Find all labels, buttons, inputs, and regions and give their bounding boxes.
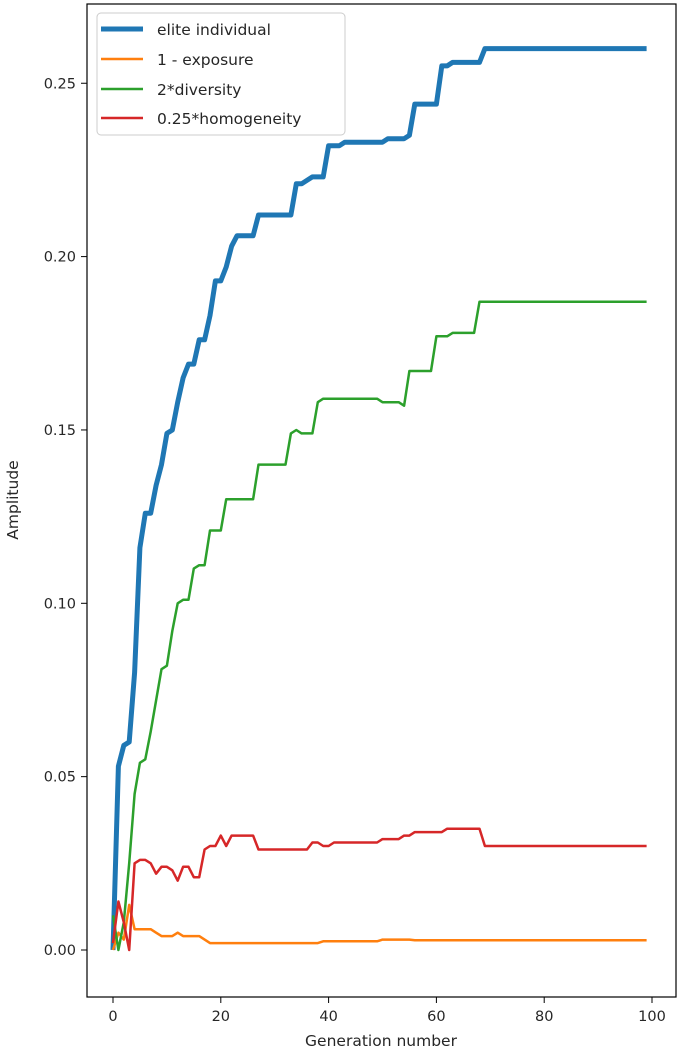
legend: elite individual 1 - exposure 2*diversit… [96,12,346,136]
x-axis-label: Generation number [305,1032,458,1050]
y-tick-label: 0.25 [44,76,76,92]
x-tick-label: 100 [638,1009,666,1025]
legend-label-diversity: 2*diversity [157,81,241,99]
series-line-1-exposure [111,903,647,951]
y-tick-label: 0.10 [44,596,76,612]
legend-label-elite-individual: elite individual [157,21,271,39]
y-tick-label: 0.20 [44,250,76,266]
plot-area [110,46,647,952]
axes-frame [86,3,677,998]
series-line-0-25-homogeneity [111,827,647,952]
x-axis: 0 20 40 60 80 100 [108,997,666,1025]
legend-label-homogeneity: 0.25*homogeneity [157,110,301,128]
x-tick-label: 80 [535,1009,553,1025]
series-line-2-diversity [111,300,647,952]
legend-label-exposure: 1 - exposure [157,51,254,69]
x-tick-label: 60 [427,1009,445,1025]
y-axis-label: Amplitude [4,460,22,539]
x-tick-label: 20 [212,1009,230,1025]
y-axis: 0.00 0.05 0.10 0.15 0.20 0.25 [44,76,87,959]
series-line-elite-individual [110,46,647,951]
x-tick-label: 0 [108,1009,117,1025]
x-tick-label: 40 [319,1009,337,1025]
y-tick-label: 0.00 [44,943,76,959]
y-tick-label: 0.15 [44,423,76,439]
y-tick-label: 0.05 [44,770,76,786]
